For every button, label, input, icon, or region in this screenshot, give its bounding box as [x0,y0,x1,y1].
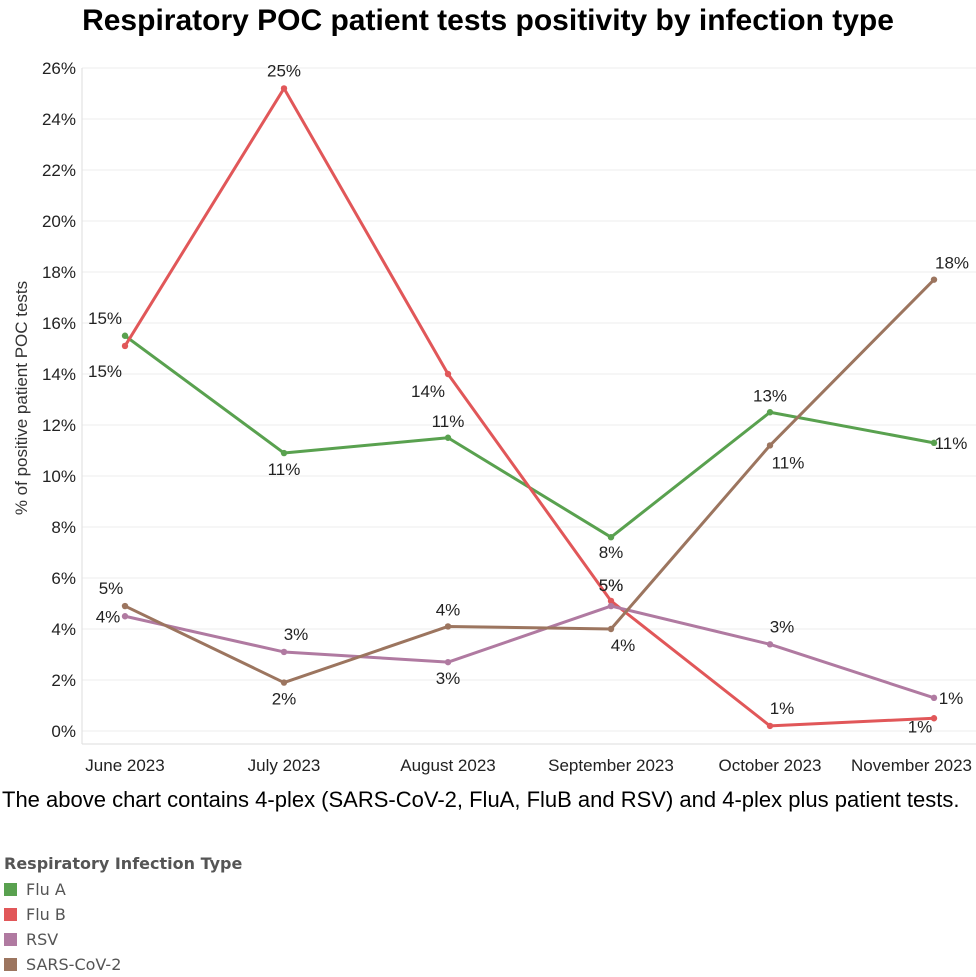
chart-footnote: The above chart contains 4-plex (SARS-Co… [2,787,960,812]
data-label: 18% [935,254,969,273]
y-tick-label: 16% [42,314,76,333]
data-point [280,85,288,92]
data-label: 25% [267,61,301,80]
data-point [121,602,129,610]
data-label: 13% [753,386,787,405]
y-tick-label: 8% [51,518,76,537]
y-tick-labels: 0% 2% 4% 6% 8% 10% 12% 14% 16% 18% 20% 22% 24% 26% [42,59,76,741]
data-point [930,439,938,447]
y-tick-label: 14% [42,365,76,384]
gridlines [82,67,976,732]
legend-item[interactable]: Flu A [4,877,242,902]
data-label: 11% [935,434,968,453]
y-tick-label: 2% [51,671,76,690]
data-label: 5% [99,579,124,598]
data-point [766,722,774,730]
data-point [121,332,129,339]
data-label: 1% [770,699,795,718]
legend-label: Flu B [26,905,66,924]
data-label: 2% [272,690,297,709]
data-label: 4% [611,636,636,655]
data-label: 4% [96,607,121,626]
x-tick-label: November 2023 [851,756,972,775]
y-tick-label: 6% [51,569,76,588]
data-label: 14% [411,382,445,401]
data-point [607,602,615,610]
data-point [766,442,774,449]
y-tick-label: 0% [51,722,76,741]
series-line-flu-b [123,86,935,728]
data-point [121,342,129,350]
data-label: 11% [268,460,301,479]
legend-swatch [4,883,17,896]
data-point [607,625,615,633]
data-label: 4% [436,600,461,619]
legend-item[interactable]: SARS-CoV-2 [4,952,242,977]
data-point [607,597,615,605]
data-point [280,679,288,686]
data-label: 8% [599,543,624,562]
y-tick-label: 20% [42,212,76,231]
data-label: 5% [599,576,624,595]
data-point [444,623,452,630]
series-lines [121,85,938,730]
y-tick-label: 4% [51,620,76,639]
legend-label: RSV [26,930,59,949]
x-tick-labels: June 2023 July 2023 August 2023 September 2… [85,756,972,775]
x-tick-label: July 2023 [248,756,321,775]
x-tick-label: June 2023 [85,756,164,775]
data-label: 11% [772,453,805,472]
legend-title: Respiratory Infection Type [4,854,243,873]
data-point [444,434,452,441]
data-label: 15% [88,309,122,328]
y-tick-label: 26% [42,59,76,78]
legend-label: SARS-CoV-2 [26,955,122,974]
legend-swatch [4,958,17,971]
y-axis-label: % of positive patient POC tests [12,281,31,515]
data-label: 5% [599,576,624,595]
legend-swatch [4,933,17,946]
y-tick-label: 22% [42,161,76,180]
legend-item[interactable]: Flu B [4,902,242,927]
series-line-flu-a [124,334,935,539]
y-tick-label: 24% [42,110,76,129]
y-tick-label: 10% [42,467,76,486]
data-label: 15% [88,362,122,381]
data-point [444,370,452,378]
legend-item[interactable]: RSV [4,927,242,952]
y-tick-label: 12% [42,416,76,435]
data-label: 3% [770,617,795,636]
data-point [930,276,938,283]
data-point [930,694,938,702]
series-line-rsv [124,604,935,700]
data-label: 1% [908,717,933,736]
y-tick-label: 18% [42,263,76,282]
data-point [121,613,129,620]
data-point [930,715,938,722]
x-tick-label: October 2023 [718,756,821,775]
data-point [766,409,774,416]
line-chart: 0% 2% 4% 6% 8% 10% 12% 14% 16% 18% 20% 22% 24% 26% Ju… [12,59,976,775]
data-label: 1% [939,689,964,708]
data-point [607,534,615,541]
series-line-sars-cov-2 [124,278,936,685]
data-label: 11% [432,412,465,431]
legend-swatch [4,908,17,921]
data-point [766,641,774,648]
axes [81,68,976,745]
data-label: 3% [284,625,309,644]
chart-title: Respiratory POC patient tests positivity… [82,4,894,37]
data-labels: 15% 11% 11% 8% 13% 11% 15% 25% 14% 5% 1% 1% 4% 3% 3% 5%… [88,61,969,736]
data-point [444,658,452,666]
legend: Respiratory Infection Type Flu A Flu B RSV… [4,854,242,977]
legend-label: Flu A [26,880,66,899]
x-tick-label: August 2023 [400,756,495,775]
data-label: 3% [436,669,461,688]
data-point [280,648,288,656]
x-tick-label: September 2023 [548,756,674,775]
data-point [280,449,288,457]
